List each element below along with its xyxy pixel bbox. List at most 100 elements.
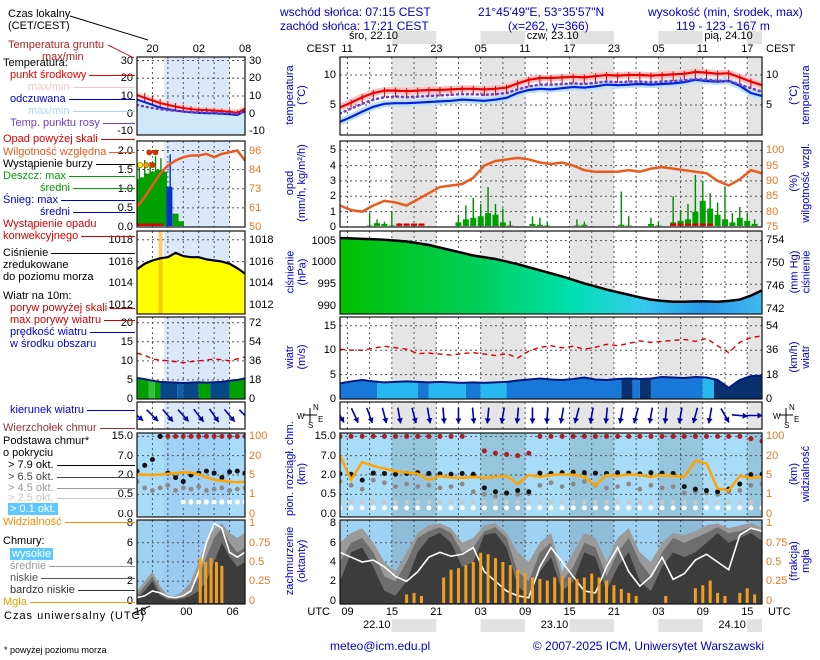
axis-tick: 1012 — [249, 299, 274, 312]
axis-tick: 0.5 — [320, 488, 336, 501]
axis-tick: 0.5 — [117, 201, 133, 214]
axis-title-cloud-left: pion. rozciągł. chm. (km) — [284, 421, 308, 516]
legend-item: średnie — [10, 560, 135, 572]
axis-tick: 0.5 — [117, 488, 133, 501]
utc-caption: Czas uniwersalny (UTC) — [4, 610, 146, 622]
cest-hour: 05 — [474, 43, 487, 55]
axis-tick: 85 — [766, 190, 779, 203]
axis-tick: 1.5 — [117, 163, 133, 176]
legend-item: poryw powyżej skali — [10, 302, 135, 314]
axis-tick: 742 — [766, 303, 785, 316]
axis-tick: 5 — [329, 99, 336, 111]
cest-hour: 23 — [430, 43, 443, 55]
axis-tick: 0.75 — [249, 536, 271, 549]
axis-tick: 100 — [766, 144, 785, 157]
axis-tick: 4 — [126, 556, 133, 568]
utc-hour: 21 — [607, 606, 621, 618]
axis-tick: 0 — [329, 393, 336, 405]
legend-item: kierunek wiatru — [10, 404, 135, 416]
axis-tick: 20 — [120, 72, 133, 85]
axis-tick: 0.75 — [766, 536, 788, 549]
altitude-label: wysokość (min, środek, max) — [648, 5, 803, 19]
axis-tick: 15.0 — [111, 430, 133, 443]
axis-tick: -10 — [117, 125, 133, 138]
axis-tick: 995 — [317, 278, 336, 291]
legend-item: Chmury: — [3, 535, 45, 547]
axis-tick: 96 — [249, 144, 262, 157]
axis-title-okt-left: zachmurzenie (oktanty) — [284, 526, 308, 596]
axis-tick: 1014 — [249, 277, 274, 290]
axis-tick: 4 — [329, 556, 336, 568]
utc-hour: 15 — [385, 606, 399, 618]
axis-tick: 10 — [249, 90, 262, 102]
legend-item: Podstawa chmur* — [3, 435, 90, 447]
altitude-value: 119 - 123 - 167 m — [676, 19, 770, 33]
axis-tick: 36 — [766, 344, 779, 357]
utc-hour: 09 — [519, 606, 532, 618]
axis-tick: 0.0 — [117, 221, 133, 233]
legend-item: > 6.5 okt. — [8, 471, 135, 483]
axis-tick: 754 — [766, 233, 785, 246]
axis-tick: 15 — [120, 335, 133, 348]
axis-tick: 4 — [329, 159, 336, 172]
svg-text:S: S — [308, 421, 313, 430]
axis-tick: 5 — [329, 368, 336, 381]
axis-tick: 1 — [329, 205, 336, 218]
axis-tick: 7.0 — [117, 449, 133, 462]
local-time-label: Czas lokalny — [8, 8, 71, 20]
axis-tick: 5 — [766, 469, 773, 481]
cest-hour: 05 — [652, 43, 665, 55]
mini-hour-bottom: 00 — [180, 606, 193, 618]
axis-tick: 0 — [126, 393, 133, 405]
axis-tick: 20 — [766, 449, 779, 462]
legend-item: Wiatr na 10m: — [3, 290, 72, 302]
axis-tick: 20 — [249, 72, 262, 85]
axis-title-pres-left: ciśnienie (hPa) — [284, 250, 308, 293]
axis-title-cloud-right: (km) widzialność — [788, 445, 812, 503]
axis-tick: 8 — [126, 517, 133, 530]
legend-item: > 0.1 okt. — [8, 503, 135, 515]
contact-email-link[interactable]: meteo@icm.edu.pl — [330, 639, 431, 653]
axis-tick: 1 — [766, 488, 773, 501]
axis-tick: 6 — [126, 536, 133, 549]
axis-tick: 0 — [249, 594, 256, 607]
axis-title-temp-left: temperatura (°C) — [284, 65, 308, 125]
legend-item: Wilgotność względna — [3, 146, 135, 158]
axis-tick: 0 — [126, 594, 133, 607]
axis-tick: 18 — [249, 373, 262, 386]
axis-tick: 61 — [249, 201, 262, 214]
axis-tick: 0 — [329, 221, 336, 233]
legend-item: max/min — [28, 105, 135, 117]
axis-tick: 2 — [329, 575, 336, 588]
axis-title-opad-left: opad (mm/h, kg/m²/h) — [284, 144, 308, 222]
legend-item: Temp. punktu rosy — [10, 117, 135, 129]
axis-tick: 0 — [766, 507, 773, 520]
cest-hour: 11 — [519, 43, 531, 55]
axis-title-wind-right: (km/h) wiatr — [788, 341, 812, 373]
axis-tick: 90 — [766, 174, 779, 187]
cest-hour: 17 — [741, 43, 754, 55]
utc-hour: 15 — [741, 606, 754, 618]
legend-item: Wystąpienie burzy — [3, 158, 135, 170]
cest-hour: 17 — [385, 43, 399, 55]
axis-title-temp-right: (°C) temperatura — [788, 65, 812, 125]
mini-hour-bottom: 18 — [134, 606, 147, 618]
mini-hour-bottom: 06 — [226, 606, 239, 618]
legend-item: prędkość wiatru — [10, 326, 135, 338]
legend-item: o pokryciu — [3, 447, 54, 459]
utc-hour: 15 — [563, 606, 576, 618]
axis-tick: 1012 — [108, 299, 133, 312]
axis-tick: 1016 — [108, 255, 133, 268]
legend-item: zredukowane — [3, 259, 69, 271]
ground-temp-maxmin: max/min — [42, 51, 84, 63]
axis-tick: 1014 — [108, 277, 133, 290]
axis-tick: 20 — [120, 316, 133, 329]
axis-tick: 18 — [766, 368, 779, 381]
day-label: śro, 22.10 — [349, 30, 398, 42]
cest-hour: 11 — [696, 43, 709, 55]
axis-tick: 80 — [766, 205, 779, 218]
axis-tick: 15 — [323, 319, 336, 332]
legend-item: Widzialność — [3, 516, 135, 528]
svg-text:N: N — [789, 403, 795, 412]
axis-tick: 54 — [766, 319, 779, 332]
